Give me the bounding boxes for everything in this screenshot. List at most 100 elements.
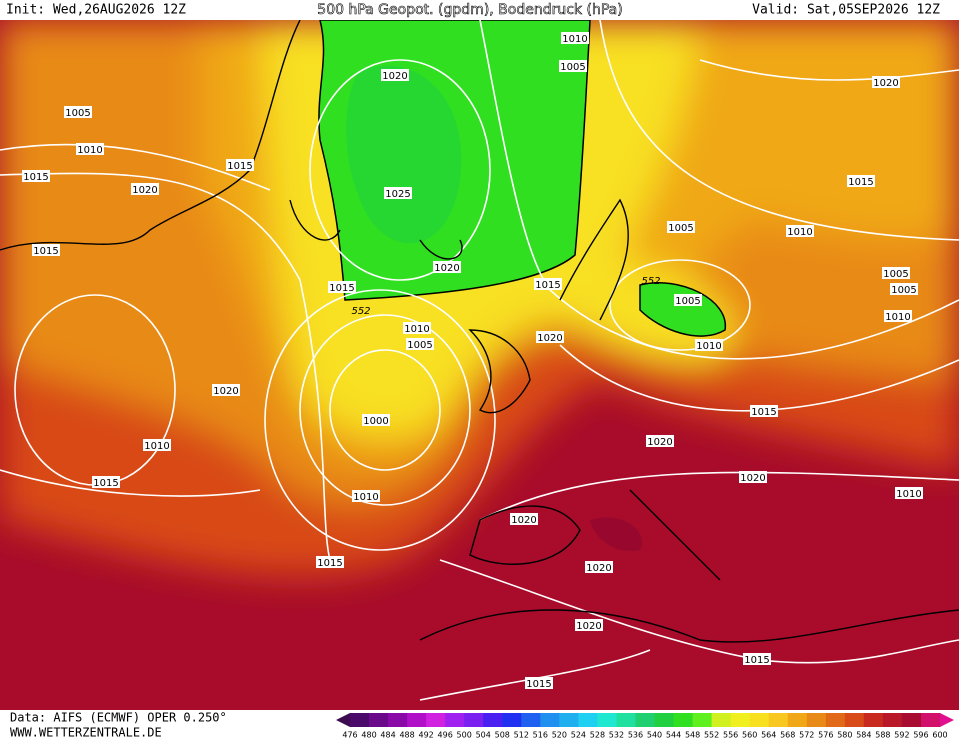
isobar-label: 1020 xyxy=(740,473,765,484)
isobar-label-box xyxy=(739,471,767,483)
isobar-label-box xyxy=(536,331,564,343)
isobar-label-box xyxy=(381,69,409,81)
isobar-label-box xyxy=(895,487,923,499)
isobar-label-box xyxy=(510,513,538,525)
isobar-label: 1010 xyxy=(77,145,102,156)
colorbar-bin xyxy=(464,713,484,727)
isobar-label: 1015 xyxy=(329,283,354,294)
colorbar-bin xyxy=(407,713,427,727)
colorbar-bin xyxy=(350,713,370,727)
isobar-label: 1010 xyxy=(896,489,921,500)
data-source: Data: AIFS (ECMWF) OPER 0.250° xyxy=(10,711,227,725)
colorbar-bin xyxy=(806,713,827,727)
isobar-label: 1020 xyxy=(511,515,536,526)
isobar-label: 1010 xyxy=(696,341,721,352)
map-title: 500 hPa Geopot. (gpdm), Bodendruck (hPa) xyxy=(317,2,622,18)
isobar-label-box xyxy=(131,183,159,195)
colorbar-label: 588 xyxy=(875,731,890,740)
map-field: 1010 1005 1020 1020 1005 1010 1015 1015 1015 1020… xyxy=(0,20,959,710)
isobar-label-box xyxy=(743,653,771,665)
colorbar-label: 580 xyxy=(837,731,852,740)
colorbar-label: 572 xyxy=(799,731,814,740)
isobar-label-box xyxy=(525,677,553,689)
init-time: Init: Wed,26AUG2026 12Z xyxy=(6,3,186,18)
colorbar-label: 496 xyxy=(438,731,453,740)
colorbar-bin xyxy=(749,713,770,727)
website: WWW.WETTERZENTRALE.DE xyxy=(10,726,162,740)
isobar-label: 1005 xyxy=(668,223,693,234)
isobar-label: 1015 xyxy=(227,161,252,172)
colorbar-label: 564 xyxy=(761,731,776,740)
isobar-label: 1010 xyxy=(787,227,812,238)
colorbar-label: 556 xyxy=(723,731,738,740)
colorbar-bin xyxy=(920,713,941,727)
colorbar-bin xyxy=(711,713,732,727)
colorbar-bin xyxy=(654,713,675,727)
isobar-label-box xyxy=(64,106,92,118)
isobar-label-box xyxy=(534,278,562,290)
isobar-label: 1015 xyxy=(526,679,551,690)
isobar-label: 1000 xyxy=(363,416,388,427)
isobar-label-box xyxy=(226,159,254,171)
coastlines xyxy=(0,20,959,643)
colorbar-bin xyxy=(559,713,579,727)
isobar-label: 1020 xyxy=(647,437,672,448)
colorbar-bin xyxy=(521,713,541,727)
isobar-label: 1005 xyxy=(675,296,700,307)
isobar-label: 1010 xyxy=(404,324,429,335)
isobar-label: 1005 xyxy=(883,269,908,280)
colorbar-bin xyxy=(635,713,656,727)
isobar-label-box xyxy=(352,490,380,502)
isobar-label: 1005 xyxy=(407,340,432,351)
colorbar-bin xyxy=(540,713,560,727)
map-labels: 1010 1005 1020 1020 1005 1010 1015 1015 1015 1020… xyxy=(22,32,923,690)
colorbar: 476 480 484 488 492 496 500 504 508 512 516 520 524 5… xyxy=(336,713,954,740)
isobar-label: 1020 xyxy=(382,71,407,82)
colorbar-label: 532 xyxy=(609,731,624,740)
isobar-label-box xyxy=(561,32,589,44)
isobar-label-box xyxy=(559,60,587,72)
isobar-label: 1015 xyxy=(93,478,118,489)
isobar-label-box xyxy=(22,170,50,182)
isobar-label-box xyxy=(750,405,778,417)
colorbar-bin xyxy=(388,713,408,727)
colorbar-label: 576 xyxy=(818,731,833,740)
isobar-label-box xyxy=(786,225,814,237)
colorbar-bin xyxy=(483,713,503,727)
colorbar-end xyxy=(940,713,954,727)
colorbar-bin xyxy=(863,713,884,727)
colorbar-label: 492 xyxy=(418,731,433,740)
colorbar-label: 488 xyxy=(399,731,414,740)
isobar-label-box xyxy=(667,221,695,233)
colorbar-bin xyxy=(597,713,617,727)
isobar-label: 1015 xyxy=(535,280,560,291)
colorbar-label: 596 xyxy=(913,731,928,740)
isobar-label-box xyxy=(890,283,918,295)
isobar-label-box xyxy=(92,476,120,488)
colorbar-label: 500 xyxy=(457,731,472,740)
isobar-label: 1020 xyxy=(434,263,459,274)
colorbar-bin xyxy=(882,713,903,727)
colorbar-label: 524 xyxy=(571,731,586,740)
colorbar-label: 544 xyxy=(666,731,681,740)
colorbar-label: 528 xyxy=(590,731,605,740)
isobar-label: 1015 xyxy=(317,558,342,569)
isobar-label-box xyxy=(882,267,910,279)
colorbar-bin xyxy=(901,713,922,727)
colorbar-bin xyxy=(787,713,808,727)
isobar-label-box xyxy=(212,384,240,396)
isobar-label: 1015 xyxy=(33,246,58,257)
isobar-label: 1020 xyxy=(586,563,611,574)
isobar-label: 1005 xyxy=(65,108,90,119)
isobar-label: 1015 xyxy=(751,407,776,418)
colorbar-label: 504 xyxy=(476,731,491,740)
isobar-label-box xyxy=(384,187,412,199)
isobar-label: 1015 xyxy=(848,177,873,188)
colorbar-label: 480 xyxy=(361,731,376,740)
isobar-label-box xyxy=(884,310,912,322)
contour-label: 552 xyxy=(351,306,370,317)
colorbar-label: 584 xyxy=(856,731,871,740)
colorbar-label: 512 xyxy=(514,731,529,740)
isobar-label: 1020 xyxy=(537,333,562,344)
